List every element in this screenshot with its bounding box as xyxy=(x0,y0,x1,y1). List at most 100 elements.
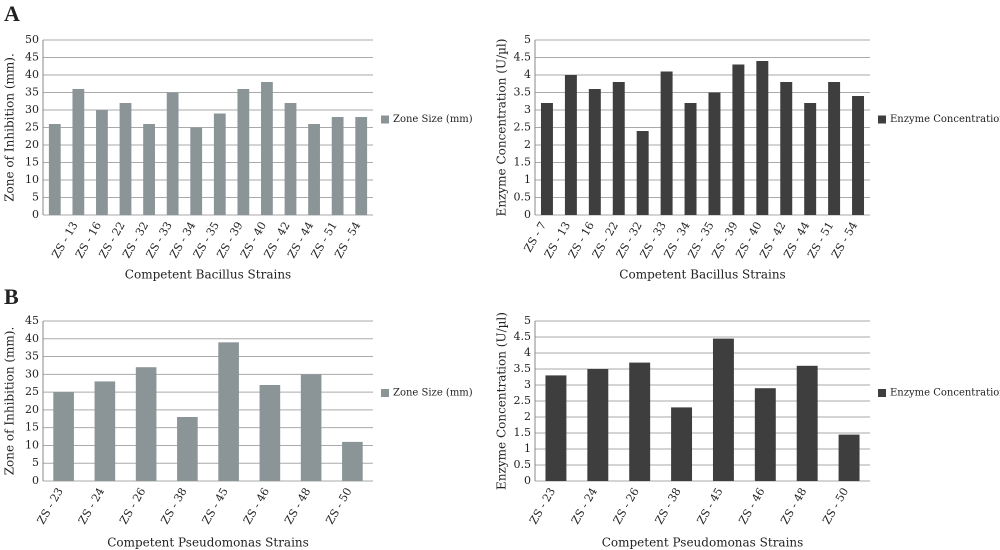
legend-label: Enzyme Concentration xyxy=(890,388,1000,399)
y-tick-label: 10 xyxy=(25,438,39,451)
bar xyxy=(756,61,769,215)
y-tick-label: 2.5 xyxy=(514,121,532,134)
x-tick-label: ZS - 38 xyxy=(653,486,684,527)
bar xyxy=(355,117,368,215)
x-tick-label: ZS - 45 xyxy=(200,486,231,527)
panel-label: B xyxy=(4,284,19,309)
legend-swatch xyxy=(381,115,389,124)
bar xyxy=(166,92,179,215)
y-axis-title: Zone of Inhibition (mm). xyxy=(3,53,17,202)
y-tick-label: 5 xyxy=(32,191,39,204)
y-tick-label: 45 xyxy=(25,51,39,64)
bar xyxy=(261,82,273,215)
y-tick-label: 35 xyxy=(25,350,39,363)
y-tick-label: 1.5 xyxy=(514,426,532,439)
x-tick-label: ZS - 23 xyxy=(35,486,66,527)
bar xyxy=(671,407,693,481)
bar xyxy=(587,369,609,481)
legend-label: Zone Size (mm) xyxy=(393,114,473,125)
bar xyxy=(177,417,198,481)
y-axis-title: Enzyme Concentration (U/µl) xyxy=(495,39,509,217)
bar xyxy=(96,110,108,215)
bar xyxy=(237,89,250,215)
bar xyxy=(629,362,651,481)
y-tick-label: 50 xyxy=(25,33,39,46)
y-tick-label: 15 xyxy=(25,421,39,434)
bar xyxy=(284,103,297,215)
x-tick-label: ZS - 38 xyxy=(158,486,189,527)
y-tick-label: 40 xyxy=(25,332,39,345)
x-axis-title: Competent Pseudomonas Strains xyxy=(107,536,309,550)
y-tick-label: 25 xyxy=(25,121,39,134)
x-axis-title: Competent Bacillus Strains xyxy=(619,268,785,282)
y-tick-label: 0 xyxy=(32,208,39,221)
bar xyxy=(712,338,734,481)
y-tick-label: 4.5 xyxy=(514,330,532,343)
y-tick-label: 2.5 xyxy=(514,394,532,407)
y-tick-label: 30 xyxy=(25,367,39,380)
bar xyxy=(612,82,625,215)
y-axis-title: Zone of Inhibition (mm). xyxy=(3,327,17,476)
bar xyxy=(636,131,649,215)
bar xyxy=(828,82,841,215)
y-tick-label: 1 xyxy=(524,442,531,455)
y-tick-label: 25 xyxy=(25,385,39,398)
x-axis-title: Competent Bacillus Strains xyxy=(125,268,291,282)
y-tick-label: 20 xyxy=(25,138,39,151)
x-tick-label: ZS - 46 xyxy=(736,486,767,527)
bar xyxy=(342,441,363,481)
legend-label: Enzyme Concentration xyxy=(890,114,1000,125)
y-tick-label: 20 xyxy=(25,403,39,416)
bar xyxy=(143,124,155,215)
y-tick-label: 0 xyxy=(524,474,531,487)
bar xyxy=(94,381,116,481)
legend-swatch xyxy=(381,389,389,397)
y-tick-label: 5 xyxy=(524,314,531,327)
bar xyxy=(564,75,577,215)
bar xyxy=(53,392,74,481)
panel-label: A xyxy=(4,1,20,26)
y-tick-label: 4 xyxy=(524,346,531,359)
x-tick-label: ZS - 24 xyxy=(569,486,600,527)
y-tick-label: 0 xyxy=(524,208,531,221)
y-tick-label: 15 xyxy=(25,156,39,169)
bar xyxy=(852,96,865,215)
x-tick-label: ZS - 46 xyxy=(241,486,272,527)
y-tick-label: 4 xyxy=(524,68,531,81)
y-tick-label: 1 xyxy=(524,173,531,186)
y-tick-label: 30 xyxy=(25,103,39,116)
x-tick-label: ZS - 48 xyxy=(778,486,809,527)
y-tick-label: 10 xyxy=(25,173,39,186)
bar xyxy=(545,375,567,481)
bar xyxy=(218,342,239,481)
legend-swatch xyxy=(878,115,886,124)
y-tick-label: 3.5 xyxy=(514,362,532,375)
bar xyxy=(838,434,860,481)
bar xyxy=(259,385,281,481)
x-tick-label: ZS - 50 xyxy=(323,486,354,527)
y-tick-label: 5 xyxy=(32,456,39,469)
x-tick-label: ZS - 48 xyxy=(282,486,313,527)
legend-label: Zone Size (mm) xyxy=(393,388,473,399)
bar xyxy=(331,117,344,215)
y-tick-label: 0.5 xyxy=(514,458,532,471)
x-tick-label: ZS - 50 xyxy=(820,486,851,527)
bar xyxy=(135,367,157,481)
y-tick-label: 40 xyxy=(25,68,39,81)
bar xyxy=(588,89,601,215)
y-tick-label: 3 xyxy=(524,103,531,116)
y-tick-label: 1.5 xyxy=(514,156,532,169)
bar xyxy=(119,103,132,215)
y-tick-label: 5 xyxy=(524,33,531,46)
bar xyxy=(190,127,203,215)
y-tick-label: 35 xyxy=(25,86,39,99)
bar xyxy=(540,103,553,215)
bar xyxy=(660,71,673,215)
bar xyxy=(804,103,817,215)
bar xyxy=(308,124,320,215)
y-tick-label: 0 xyxy=(32,474,39,487)
legend-swatch xyxy=(878,389,886,397)
bar xyxy=(72,89,85,215)
bar xyxy=(708,92,721,215)
